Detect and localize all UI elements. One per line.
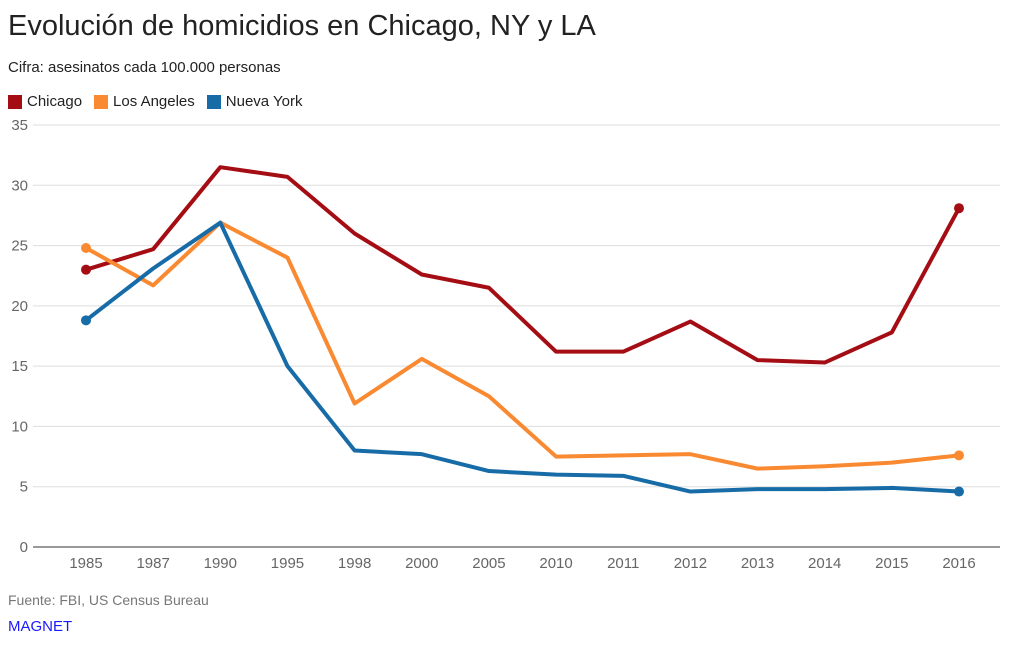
- x-tick-label: 1998: [338, 555, 371, 572]
- x-tick-label: 2015: [875, 555, 908, 572]
- y-tick-label: 35: [11, 117, 28, 134]
- endpoint-marker: [954, 486, 964, 497]
- legend-item-nueva-york: Nueva York: [206, 93, 303, 110]
- x-tick-label: 1990: [204, 555, 237, 572]
- series-line-chicago: [85, 165, 961, 365]
- x-tick-label: 1985: [69, 555, 102, 572]
- x-tick-label: 2010: [539, 555, 572, 572]
- x-tick-label: 2011: [607, 555, 639, 572]
- endpoint-marker: [954, 450, 964, 461]
- series-line-los-angeles: [85, 220, 960, 471]
- x-tick-label: 2012: [674, 555, 707, 572]
- chart-subtitle: Cifra: asesinatos cada 100.000 personas: [8, 59, 281, 76]
- y-tick-label: 5: [20, 479, 28, 496]
- y-tick-label: 25: [11, 238, 28, 255]
- y-tick-label: 20: [11, 298, 28, 315]
- legend: Chicago Los Angeles Nueva York: [8, 93, 303, 110]
- source-note: Fuente: FBI, US Census Bureau: [8, 592, 209, 608]
- legend-swatch: [94, 94, 109, 109]
- legend-swatch: [206, 94, 221, 109]
- legend-label: Los Angeles: [113, 93, 195, 110]
- legend-label: Nueva York: [225, 93, 303, 110]
- legend-item-los-angeles: Los Angeles: [94, 93, 195, 110]
- legend-item-chicago: Chicago: [8, 93, 82, 110]
- endpoint-marker: [81, 264, 91, 275]
- x-tick-label: 2014: [808, 555, 841, 572]
- legend-label: Chicago: [27, 93, 83, 110]
- x-tick-label: 2013: [741, 555, 774, 572]
- y-tick-label: 10: [11, 418, 28, 435]
- y-tick-label: 0: [20, 539, 28, 556]
- legend-swatch: [8, 94, 22, 109]
- y-tick-label: 30: [11, 177, 28, 194]
- endpoint-marker: [81, 315, 91, 326]
- x-tick-label: 2016: [942, 555, 975, 572]
- series-line-nueva-york: [84, 220, 960, 494]
- endpoint-marker: [954, 203, 964, 214]
- x-tick-label: 2000: [405, 555, 438, 572]
- x-tick-label: 2005: [472, 555, 505, 572]
- chart-title: Evolución de homicidios en Chicago, NY y…: [8, 10, 596, 42]
- endpoint-marker: [81, 242, 91, 253]
- x-tick-label: 1995: [271, 555, 304, 572]
- x-tick-label: 1987: [136, 555, 169, 572]
- brand-logo: MAGNET: [8, 618, 73, 635]
- y-tick-label: 15: [11, 358, 28, 375]
